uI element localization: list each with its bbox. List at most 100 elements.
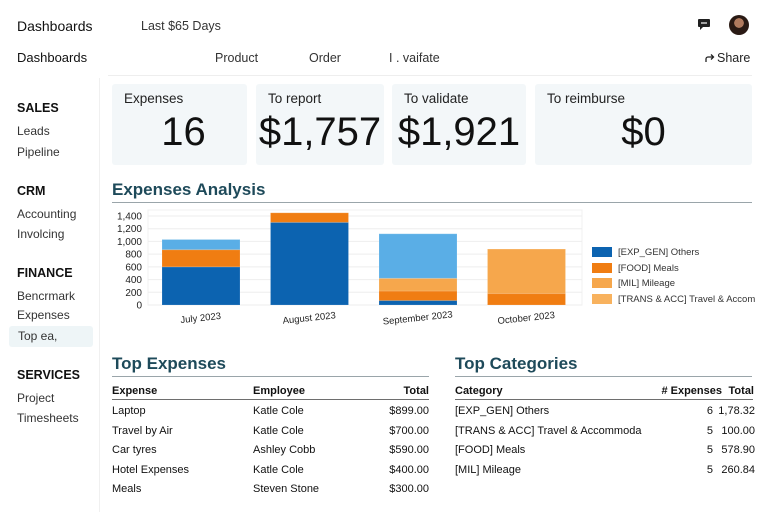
- category-count: 5: [706, 463, 713, 476]
- sidebar-item-timesheets[interactable]: Timesheets: [17, 411, 79, 425]
- employee-name: Ashley Cobb: [253, 444, 316, 457]
- sidebar-item-accounting[interactable]: Accounting: [17, 207, 77, 221]
- sidebar-item-project[interactable]: Project: [17, 391, 55, 405]
- top-categories-title: Top Categories: [455, 354, 578, 373]
- y-tick-label: 1,200: [117, 224, 142, 235]
- x-tick-label: September 2023: [382, 309, 453, 327]
- sidebar-item-expenses[interactable]: Expenses: [17, 308, 70, 322]
- period-label[interactable]: Last $65 Days: [141, 19, 221, 33]
- share-label: Share: [717, 51, 751, 65]
- legend-label: [MIL] Mileage: [618, 278, 676, 289]
- bar-segment: [270, 221, 349, 306]
- category-total: 260.84: [721, 463, 755, 476]
- top-expenses-divider: [112, 376, 429, 377]
- kpi-label: Expenses: [124, 91, 184, 106]
- breadcrumb[interactable]: Dashboards: [17, 50, 88, 65]
- kpi-value: $1,921: [397, 110, 521, 154]
- kpi-to-reimburse[interactable]: To reimburse $0: [535, 84, 752, 165]
- kpi-label: To validate: [404, 91, 469, 106]
- category-name: [MIL] Mileage: [455, 463, 522, 476]
- top-bar: Dashboards Last $65 Days: [0, 0, 768, 50]
- table-header-rule: [455, 399, 753, 400]
- bar-segment: [378, 277, 458, 292]
- y-tick-label: 800: [125, 250, 142, 261]
- sidebar-item-invoicing[interactable]: Involcing: [17, 227, 65, 241]
- chat-icon[interactable]: [697, 17, 711, 31]
- kpi-value: $0: [621, 110, 666, 154]
- share-button[interactable]: Share: [705, 51, 750, 65]
- employee-name: Katle Cole: [253, 463, 304, 476]
- col-expense-count[interactable]: # Expenses: [661, 385, 722, 397]
- menu-item-order[interactable]: Order: [309, 51, 341, 65]
- header-divider: [108, 75, 752, 76]
- y-tick-label: 1,400: [117, 212, 142, 223]
- bar-segment: [378, 233, 458, 279]
- expense-total: $590.00: [389, 444, 429, 457]
- expense-name: Travel by Air: [112, 424, 173, 437]
- legend-label: [FOOD] Meals: [618, 262, 679, 274]
- employee-name: Steven Stone: [253, 483, 320, 496]
- sidebar: [0, 78, 100, 512]
- sidebar-section-services: SERVICES: [17, 368, 80, 382]
- legend-item[interactable]: [EXP_GEN] Others: [592, 247, 755, 263]
- category-total: 578.90: [721, 444, 755, 457]
- y-tick-label: 600: [125, 262, 142, 273]
- expense-name: Hotel Expenses: [112, 463, 190, 476]
- legend-swatch: [592, 278, 612, 289]
- expense-name: Laptop: [112, 405, 146, 417]
- expense-name: Meals: [112, 483, 142, 496]
- category-name: [EXP_GEN] Others: [455, 405, 550, 417]
- col-expense[interactable]: Expense: [112, 385, 158, 397]
- table-header-rule: [112, 399, 429, 400]
- top-categories-divider: [455, 376, 752, 377]
- col-employee[interactable]: Employee: [253, 385, 305, 397]
- category-total: 1,78.32: [718, 405, 755, 417]
- kpi-label: To report: [268, 91, 322, 106]
- legend-item[interactable]: [TRANS & ACC] Travel & Accom: [592, 294, 755, 310]
- bar-segment: [487, 248, 566, 295]
- expense-total: $899.00: [389, 405, 429, 417]
- user-avatar[interactable]: [729, 15, 749, 35]
- sidebar-item-benchmark[interactable]: Bencrmark: [17, 289, 76, 303]
- expense-total: $300.00: [389, 483, 429, 496]
- sidebar-section-sales: SALES: [17, 101, 59, 115]
- chart-legend: [EXP_GEN] Others [FOOD] Meals [MIL] Mile…: [592, 247, 755, 309]
- x-tick-label: July 2023: [180, 311, 222, 326]
- category-count: 5: [706, 444, 713, 457]
- kpi-to-validate[interactable]: To validate $1,921: [392, 84, 526, 165]
- bar-segment: [378, 290, 458, 302]
- legend-swatch: [592, 247, 612, 258]
- employee-name: Katle Cole: [253, 405, 304, 417]
- menu-item-third[interactable]: I . vaifate: [389, 51, 440, 65]
- col-total[interactable]: Total: [403, 385, 429, 397]
- kpi-value: $1,757: [258, 110, 382, 154]
- legend-item[interactable]: [FOOD] Meals: [592, 263, 755, 279]
- kpi-to-report[interactable]: To report $1,757: [256, 84, 384, 165]
- y-tick-label: 400: [125, 275, 142, 286]
- kpi-expenses[interactable]: Expenses 16: [112, 84, 247, 165]
- sidebar-item-leads[interactable]: Leads: [17, 124, 50, 138]
- sidebar-item-top-expenses[interactable]: Top ea,: [9, 326, 93, 347]
- share-arrow-icon: [705, 54, 715, 62]
- top-categories-table: Category # Expenses Total [EXP_GEN] Othe…: [455, 383, 755, 483]
- employee-name: Katle Cole: [253, 424, 304, 437]
- bar-segment: [161, 239, 241, 251]
- col-category[interactable]: Category: [455, 385, 503, 397]
- y-tick-label: 200: [125, 288, 142, 299]
- x-tick-label: October 2023: [497, 310, 555, 327]
- category-count: 5: [706, 424, 713, 437]
- menu-item-product[interactable]: Product: [215, 51, 259, 65]
- y-tick-label: 0: [136, 301, 142, 312]
- legend-item[interactable]: [MIL] Mileage: [592, 278, 755, 294]
- bar-segment: [487, 293, 566, 306]
- sidebar-item-pipeline[interactable]: Pipeline: [17, 145, 60, 159]
- category-name: [FOOD] Meals: [455, 444, 526, 457]
- x-tick-label: August 2023: [282, 310, 336, 327]
- app-title[interactable]: Dashboards: [17, 18, 93, 34]
- sidebar-section-crm: CRM: [17, 184, 46, 198]
- bar-segment: [270, 212, 349, 223]
- col-category-total[interactable]: Total: [728, 385, 754, 397]
- kpi-value: 16: [161, 110, 206, 154]
- category-count: 6: [706, 405, 713, 417]
